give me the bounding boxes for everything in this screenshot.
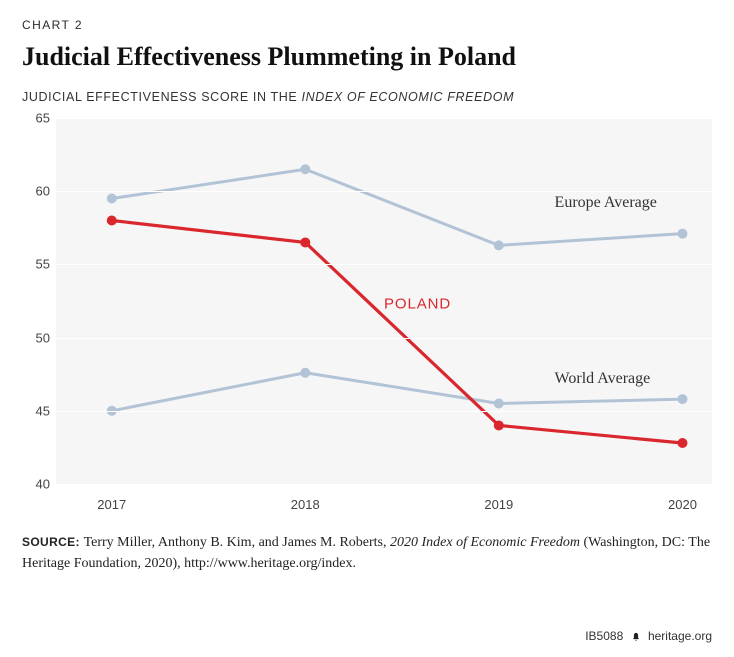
series-marker-poland bbox=[494, 420, 504, 430]
gridline bbox=[56, 264, 712, 265]
series-label-europe: Europe Average bbox=[555, 194, 657, 212]
footer-site: heritage.org bbox=[648, 629, 712, 643]
source-lead: SOURCE: bbox=[22, 535, 84, 549]
chart-title: Judicial Effectiveness Plummeting in Pol… bbox=[22, 42, 712, 72]
series-marker-europe bbox=[494, 240, 504, 250]
series-line-poland bbox=[112, 220, 683, 443]
series-marker-poland bbox=[677, 438, 687, 448]
y-tick-label: 50 bbox=[22, 330, 50, 345]
y-tick-label: 60 bbox=[22, 184, 50, 199]
source-note: SOURCE: Terry Miller, Anthony B. Kim, an… bbox=[22, 532, 712, 574]
chart-plot: 40 45 50 55 60 65 2017 2018 2019 2020 Europe Avera… bbox=[22, 112, 712, 512]
bell-icon bbox=[631, 632, 641, 642]
gridline bbox=[56, 411, 712, 412]
series-marker-europe bbox=[107, 194, 117, 204]
footer: IB5088 heritage.org bbox=[585, 629, 712, 643]
y-tick-label: 55 bbox=[22, 257, 50, 272]
x-tick-label: 2019 bbox=[484, 497, 513, 512]
y-tick-label: 40 bbox=[22, 477, 50, 492]
x-tick-label: 2018 bbox=[291, 497, 320, 512]
gridline bbox=[56, 118, 712, 119]
subtitle-italic: INDEX OF ECONOMIC FREEDOM bbox=[302, 90, 515, 104]
footer-id: IB5088 bbox=[585, 629, 623, 643]
subtitle-plain: JUDICIAL EFFECTIVENESS SCORE IN THE bbox=[22, 90, 302, 104]
x-tick-label: 2020 bbox=[668, 497, 697, 512]
series-marker-europe bbox=[677, 229, 687, 239]
source-italic: 2020 Index of Economic Freedom bbox=[390, 535, 580, 550]
chart-subtitle: JUDICIAL EFFECTIVENESS SCORE IN THE INDE… bbox=[22, 90, 712, 104]
series-marker-world bbox=[494, 398, 504, 408]
source-text-1: Terry Miller, Anthony B. Kim, and James … bbox=[84, 535, 390, 550]
gridline bbox=[56, 484, 712, 485]
gridline bbox=[56, 191, 712, 192]
gridline bbox=[56, 338, 712, 339]
series-label-poland: POLAND bbox=[384, 295, 451, 312]
series-label-world: World Average bbox=[555, 370, 651, 388]
series-marker-poland bbox=[300, 237, 310, 247]
x-tick-label: 2017 bbox=[97, 497, 126, 512]
series-marker-world bbox=[300, 368, 310, 378]
y-tick-label: 65 bbox=[22, 111, 50, 126]
y-tick-label: 45 bbox=[22, 403, 50, 418]
series-marker-world bbox=[677, 394, 687, 404]
series-marker-europe bbox=[300, 164, 310, 174]
chart-number-label: CHART 2 bbox=[22, 18, 712, 32]
series-marker-poland bbox=[107, 215, 117, 225]
